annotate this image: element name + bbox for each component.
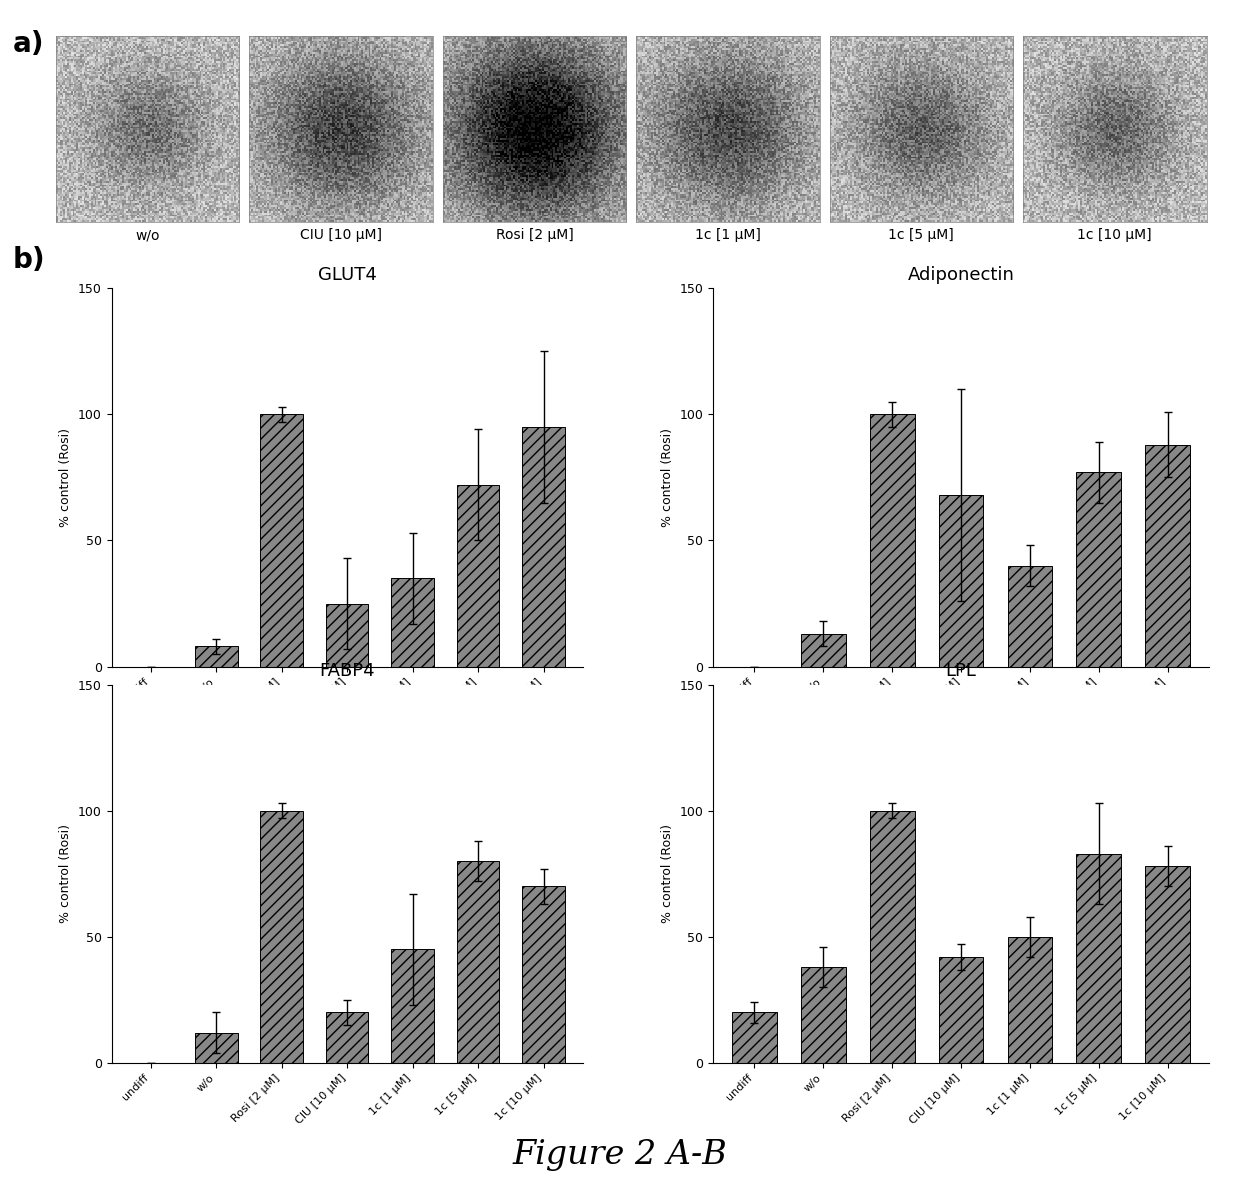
Text: b): b) bbox=[12, 246, 45, 274]
Text: Rosi [2 μM]: Rosi [2 μM] bbox=[496, 228, 573, 243]
Bar bbox=[195, 646, 238, 667]
Bar bbox=[1007, 937, 1053, 1063]
Bar bbox=[456, 861, 500, 1063]
Text: a): a) bbox=[12, 30, 43, 58]
Bar bbox=[801, 634, 846, 667]
Y-axis label: % control (Rosi): % control (Rosi) bbox=[60, 428, 72, 527]
Bar bbox=[1146, 866, 1190, 1063]
Y-axis label: % control (Rosi): % control (Rosi) bbox=[60, 824, 72, 924]
Text: w/o: w/o bbox=[135, 228, 160, 243]
Bar bbox=[260, 811, 303, 1063]
Text: 1c [10 μM]: 1c [10 μM] bbox=[1078, 228, 1152, 243]
Text: 1c [5 μM]: 1c [5 μM] bbox=[888, 228, 955, 243]
Text: Figure 2 A-B: Figure 2 A-B bbox=[512, 1140, 728, 1171]
Bar bbox=[195, 1033, 238, 1063]
Bar bbox=[326, 603, 368, 667]
Bar bbox=[732, 1012, 776, 1063]
Bar bbox=[522, 428, 564, 667]
Title: LPL: LPL bbox=[946, 662, 976, 680]
Bar bbox=[522, 886, 564, 1063]
Bar bbox=[392, 578, 434, 667]
Bar bbox=[869, 811, 915, 1063]
Bar bbox=[1076, 472, 1121, 667]
Bar bbox=[869, 414, 915, 667]
Y-axis label: % control (Rosi): % control (Rosi) bbox=[661, 428, 673, 527]
Bar bbox=[801, 967, 846, 1063]
Title: GLUT4: GLUT4 bbox=[317, 265, 377, 283]
Title: FABP4: FABP4 bbox=[320, 662, 374, 680]
Bar bbox=[939, 957, 983, 1063]
Text: 1c [1 μM]: 1c [1 μM] bbox=[694, 228, 761, 243]
Bar bbox=[1076, 854, 1121, 1063]
Bar bbox=[392, 949, 434, 1063]
Title: Adiponectin: Adiponectin bbox=[908, 265, 1014, 283]
Text: CIU [10 μM]: CIU [10 μM] bbox=[300, 228, 382, 243]
Bar bbox=[456, 485, 500, 667]
Bar bbox=[1146, 444, 1190, 667]
Y-axis label: % control (Rosi): % control (Rosi) bbox=[661, 824, 673, 924]
Bar bbox=[326, 1012, 368, 1063]
Bar bbox=[939, 495, 983, 667]
Bar bbox=[1007, 566, 1053, 667]
Bar bbox=[260, 414, 303, 667]
